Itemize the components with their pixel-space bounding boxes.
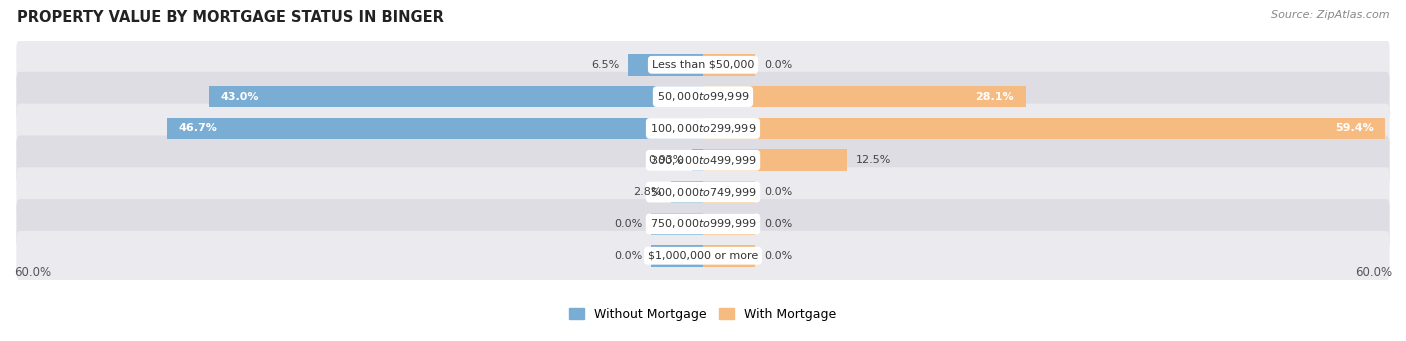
- Bar: [703, 54, 755, 76]
- Text: 60.0%: 60.0%: [14, 266, 51, 279]
- Text: 6.5%: 6.5%: [591, 60, 619, 70]
- Bar: [703, 245, 755, 267]
- Text: PROPERTY VALUE BY MORTGAGE STATUS IN BINGER: PROPERTY VALUE BY MORTGAGE STATUS IN BIN…: [17, 10, 444, 25]
- Text: 46.7%: 46.7%: [179, 123, 217, 133]
- Bar: [651, 245, 703, 267]
- FancyBboxPatch shape: [17, 40, 1389, 90]
- Text: $750,000 to $999,999: $750,000 to $999,999: [650, 218, 756, 231]
- Text: 0.0%: 0.0%: [614, 219, 643, 229]
- Text: 0.0%: 0.0%: [763, 219, 792, 229]
- Bar: [703, 213, 755, 235]
- FancyBboxPatch shape: [17, 72, 1389, 121]
- Text: $1,000,000 or more: $1,000,000 or more: [648, 251, 758, 261]
- Legend: Without Mortgage, With Mortgage: Without Mortgage, With Mortgage: [564, 303, 842, 326]
- Bar: [209, 86, 703, 107]
- Text: 2.8%: 2.8%: [633, 187, 662, 197]
- Bar: [167, 118, 703, 139]
- FancyBboxPatch shape: [17, 199, 1389, 249]
- Bar: [703, 149, 846, 171]
- Bar: [703, 181, 755, 203]
- Bar: [651, 213, 703, 235]
- Bar: [628, 54, 703, 76]
- Bar: [692, 149, 703, 171]
- Text: Less than $50,000: Less than $50,000: [652, 60, 754, 70]
- Text: 0.93%: 0.93%: [648, 155, 683, 165]
- Text: 0.0%: 0.0%: [614, 251, 643, 261]
- Text: 60.0%: 60.0%: [1355, 266, 1392, 279]
- Text: 0.0%: 0.0%: [763, 187, 792, 197]
- Text: Source: ZipAtlas.com: Source: ZipAtlas.com: [1271, 10, 1389, 20]
- Text: $300,000 to $499,999: $300,000 to $499,999: [650, 154, 756, 167]
- Text: $100,000 to $299,999: $100,000 to $299,999: [650, 122, 756, 135]
- FancyBboxPatch shape: [17, 167, 1389, 217]
- Text: 0.0%: 0.0%: [763, 60, 792, 70]
- Bar: [671, 181, 703, 203]
- Text: 12.5%: 12.5%: [856, 155, 891, 165]
- Text: 43.0%: 43.0%: [221, 92, 259, 102]
- FancyBboxPatch shape: [17, 135, 1389, 185]
- Bar: [703, 118, 1385, 139]
- Text: 0.0%: 0.0%: [763, 251, 792, 261]
- Text: $500,000 to $749,999: $500,000 to $749,999: [650, 186, 756, 198]
- FancyBboxPatch shape: [17, 231, 1389, 281]
- Bar: [703, 86, 1025, 107]
- Text: $50,000 to $99,999: $50,000 to $99,999: [657, 90, 749, 103]
- FancyBboxPatch shape: [17, 104, 1389, 153]
- Text: 28.1%: 28.1%: [976, 92, 1014, 102]
- Text: 59.4%: 59.4%: [1334, 123, 1374, 133]
